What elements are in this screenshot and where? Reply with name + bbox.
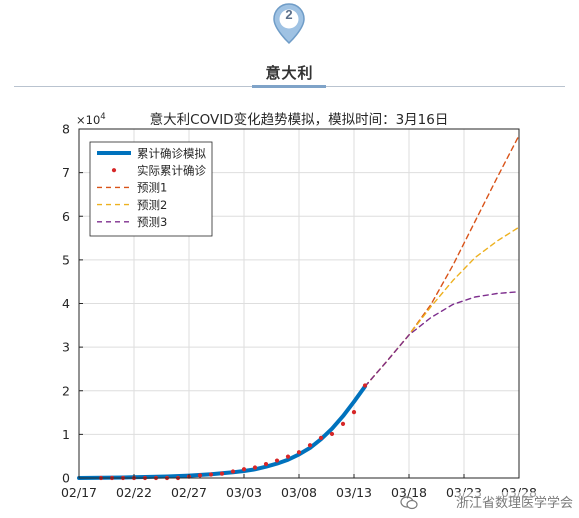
y-tick-label: 2 — [62, 383, 70, 398]
y-tick-label: 5 — [62, 252, 70, 267]
series-1-point — [274, 458, 280, 463]
series-layer — [77, 134, 520, 481]
series-1-point — [208, 472, 214, 477]
y-tick-label: 3 — [62, 340, 70, 355]
section-divider-accent — [252, 85, 326, 88]
legend-label-3: 预测2 — [137, 198, 167, 212]
series-1-point — [318, 435, 324, 440]
series-1-point — [362, 383, 368, 388]
y-tick-label: 8 — [62, 122, 70, 137]
x-tick-label: 03/08 — [281, 485, 317, 500]
series-1-point — [329, 431, 335, 437]
series-1-point — [241, 467, 247, 472]
legend-box — [89, 141, 213, 237]
series-1-point — [307, 443, 313, 448]
series-0-line — [77, 384, 367, 480]
y-tick-label: 7 — [62, 165, 70, 180]
x-tick-label: 03/18 — [391, 485, 427, 500]
legend-label-0: 累计确诊模拟 — [137, 146, 206, 160]
legend-label-1: 实际累计确诊 — [137, 164, 206, 178]
x-tick-label: 02/22 — [116, 485, 152, 500]
series-1-point — [197, 473, 203, 478]
section-number: 2 — [285, 7, 293, 22]
chart-title: 意大利COVID变化趋势模拟，模拟时间：3月16日 — [150, 111, 449, 128]
series-4-dashed-line — [364, 291, 520, 388]
y-tick-label: 1 — [62, 427, 70, 442]
x-tick-label: 03/03 — [226, 485, 262, 500]
y-axis-multiplier-exponent: 4 — [100, 112, 105, 122]
y-tick-label: 0 — [62, 471, 70, 486]
series-1-point — [340, 421, 346, 427]
series-1-point — [351, 410, 357, 415]
x-tick-label: 02/17 — [61, 485, 97, 500]
section-number-badge: 2 — [272, 2, 306, 46]
x-tick-label: 02/27 — [171, 485, 207, 500]
y-tick-label: 4 — [62, 296, 70, 311]
legend-label-4: 预测3 — [137, 215, 167, 229]
series-1-point — [230, 469, 236, 474]
y-axis-multiplier-base: ×10 — [76, 113, 100, 127]
series-1-point — [296, 450, 302, 455]
series-1-point — [219, 471, 225, 476]
series-1-point — [285, 454, 291, 459]
y-tick-label: 6 — [62, 209, 70, 224]
series-1-point — [252, 465, 258, 470]
section-title: 意大利 — [265, 64, 314, 82]
watermark-text: 浙江省数理医学学会 — [455, 492, 573, 511]
legend-label-2: 预测1 — [137, 181, 167, 195]
x-tick-label: 03/13 — [336, 485, 372, 500]
location-pin-icon — [273, 3, 305, 45]
series-1-point — [263, 461, 269, 467]
wechat-icon — [400, 496, 418, 510]
legend-marker-1 — [111, 168, 117, 173]
y-axis-multiplier: ×104 — [76, 112, 106, 127]
